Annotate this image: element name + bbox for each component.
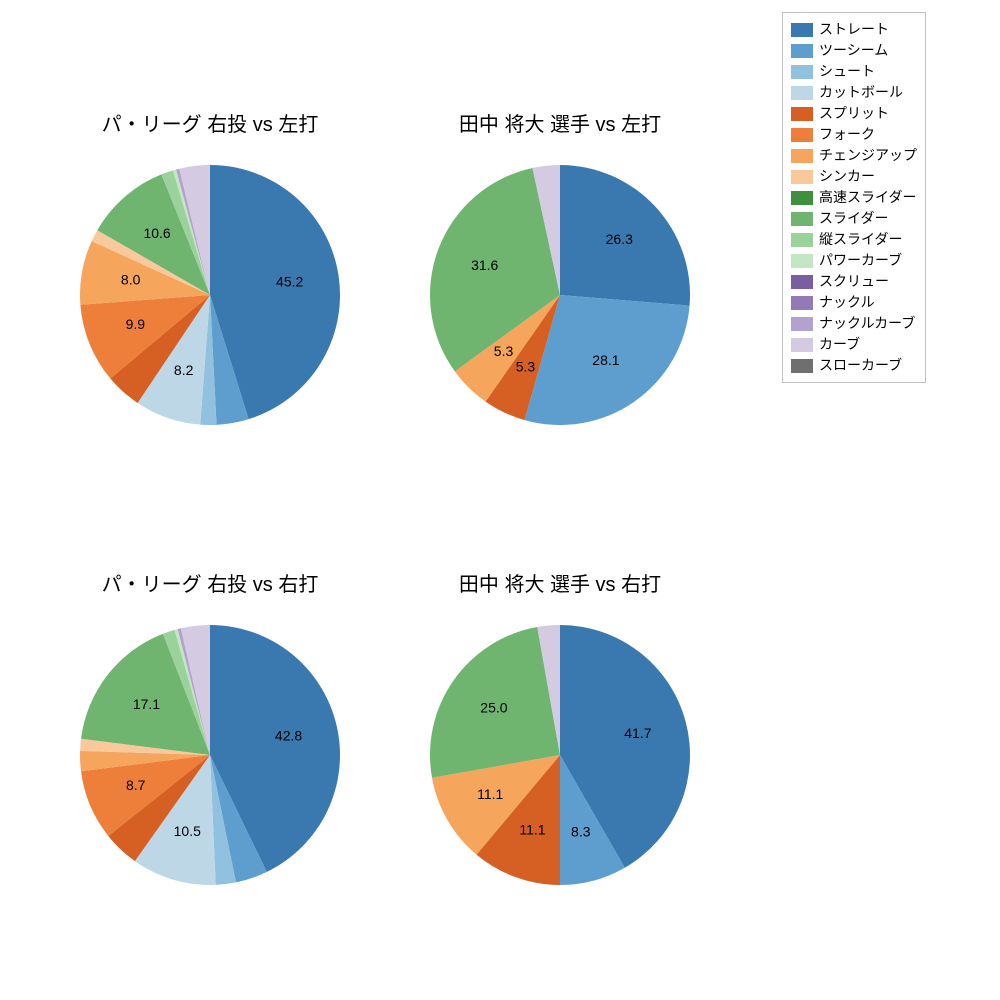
legend-item: スライダー bbox=[791, 208, 917, 229]
legend-item: フォーク bbox=[791, 124, 917, 145]
pie-slice-label: 17.1 bbox=[133, 696, 160, 712]
legend-swatch bbox=[791, 338, 813, 352]
pie-chart-bottom-left: 42.8 10.5 8.7 17.1 bbox=[80, 625, 340, 885]
legend-item: パワーカーブ bbox=[791, 250, 917, 271]
chart-grid: パ・リーグ 右投 vs 左打 45.2 8.2 9.9 8.0 10.6 田中 将大 選手 … bbox=[0, 0, 1000, 1000]
legend-swatch bbox=[791, 44, 813, 58]
pie-slice-label: 11.1 bbox=[477, 786, 503, 802]
chart-title-top-left: パ・リーグ 右投 vs 左打 bbox=[102, 108, 319, 137]
pie-slice-label: 5.3 bbox=[494, 343, 514, 359]
legend-label: パワーカーブ bbox=[819, 250, 902, 271]
legend-swatch bbox=[791, 317, 813, 331]
legend-label: シンカー bbox=[819, 166, 875, 187]
legend-swatch bbox=[791, 65, 813, 79]
legend-item: 高速スライダー bbox=[791, 187, 917, 208]
legend-item: スクリュー bbox=[791, 271, 917, 292]
chart-title-top-right: 田中 将大 選手 vs 左打 bbox=[459, 108, 661, 137]
legend-label: シュート bbox=[819, 61, 875, 82]
legend-label: カーブ bbox=[819, 334, 860, 355]
legend-label: ストレート bbox=[819, 19, 889, 40]
pie-chart-bottom-right: 41.7 8.3 11.1 11.1 25.0 bbox=[430, 625, 690, 885]
legend-swatch bbox=[791, 191, 813, 205]
legend-item: カットボール bbox=[791, 82, 917, 103]
chart-title-bottom-left: パ・リーグ 右投 vs 右打 bbox=[102, 568, 319, 597]
pie-chart-top-right: 26.3 28.1 5.35.3 31.6 bbox=[430, 165, 690, 425]
legend-swatch bbox=[791, 86, 813, 100]
pie-slice-label: 10.6 bbox=[143, 225, 170, 241]
legend-item: スローカーブ bbox=[791, 355, 917, 376]
pie-slice-label: 26.3 bbox=[606, 231, 633, 247]
pie-chart-top-left: 45.2 8.2 9.9 8.0 10.6 bbox=[80, 165, 340, 425]
pie-slice-label: 11.1 bbox=[519, 821, 545, 837]
pie-slice-label: 25.0 bbox=[480, 700, 507, 716]
pie-slice-label: 8.0 bbox=[121, 272, 141, 288]
legend-swatch bbox=[791, 23, 813, 37]
legend-item: チェンジアップ bbox=[791, 145, 917, 166]
legend-swatch bbox=[791, 233, 813, 247]
pie-slice-label: 31.6 bbox=[471, 257, 498, 273]
legend-swatch bbox=[791, 149, 813, 163]
pie-slice-label: 10.5 bbox=[174, 823, 201, 839]
legend-label: スプリット bbox=[819, 103, 889, 124]
legend-label: ツーシーム bbox=[819, 40, 888, 61]
legend-item: スプリット bbox=[791, 103, 917, 124]
legend-item: ナックルカーブ bbox=[791, 313, 917, 334]
pie-slice-label: 28.1 bbox=[592, 352, 619, 368]
legend-swatch bbox=[791, 128, 813, 142]
legend: ストレートツーシームシュートカットボールスプリットフォークチェンジアップシンカー… bbox=[782, 12, 926, 383]
legend-swatch bbox=[791, 107, 813, 121]
pie-slice-label: 8.7 bbox=[126, 777, 146, 793]
legend-label: チェンジアップ bbox=[819, 145, 917, 166]
legend-item: シンカー bbox=[791, 166, 917, 187]
legend-label: 縦スライダー bbox=[819, 229, 902, 250]
pie-slice-label: 41.7 bbox=[624, 725, 651, 741]
legend-swatch bbox=[791, 359, 813, 373]
pie-slice-label: 8.2 bbox=[174, 362, 194, 378]
legend-item: ストレート bbox=[791, 19, 917, 40]
legend-item: 縦スライダー bbox=[791, 229, 917, 250]
legend-swatch bbox=[791, 212, 813, 226]
legend-label: カットボール bbox=[819, 82, 903, 103]
legend-label: フォーク bbox=[819, 124, 875, 145]
legend-label: 高速スライダー bbox=[819, 187, 916, 208]
legend-label: ナックルカーブ bbox=[819, 313, 915, 334]
pie-slice-label: 45.2 bbox=[276, 274, 303, 290]
pie-slice-label: 5.3 bbox=[516, 359, 536, 375]
pie-slice-label: 8.3 bbox=[571, 824, 591, 840]
legend-item: ナックル bbox=[791, 292, 917, 313]
legend-swatch bbox=[791, 275, 813, 289]
legend-label: ナックル bbox=[819, 292, 875, 313]
legend-label: スローカーブ bbox=[819, 355, 902, 376]
legend-label: スクリュー bbox=[819, 271, 889, 292]
legend-swatch bbox=[791, 296, 813, 310]
pie-slice-label: 42.8 bbox=[275, 728, 302, 744]
legend-item: カーブ bbox=[791, 334, 917, 355]
legend-item: ツーシーム bbox=[791, 40, 917, 61]
legend-label: スライダー bbox=[819, 208, 888, 229]
legend-item: シュート bbox=[791, 61, 917, 82]
legend-swatch bbox=[791, 254, 813, 268]
legend-swatch bbox=[791, 170, 813, 184]
chart-title-bottom-right: 田中 将大 選手 vs 右打 bbox=[459, 568, 661, 597]
pie-slice-label: 9.9 bbox=[126, 316, 146, 332]
